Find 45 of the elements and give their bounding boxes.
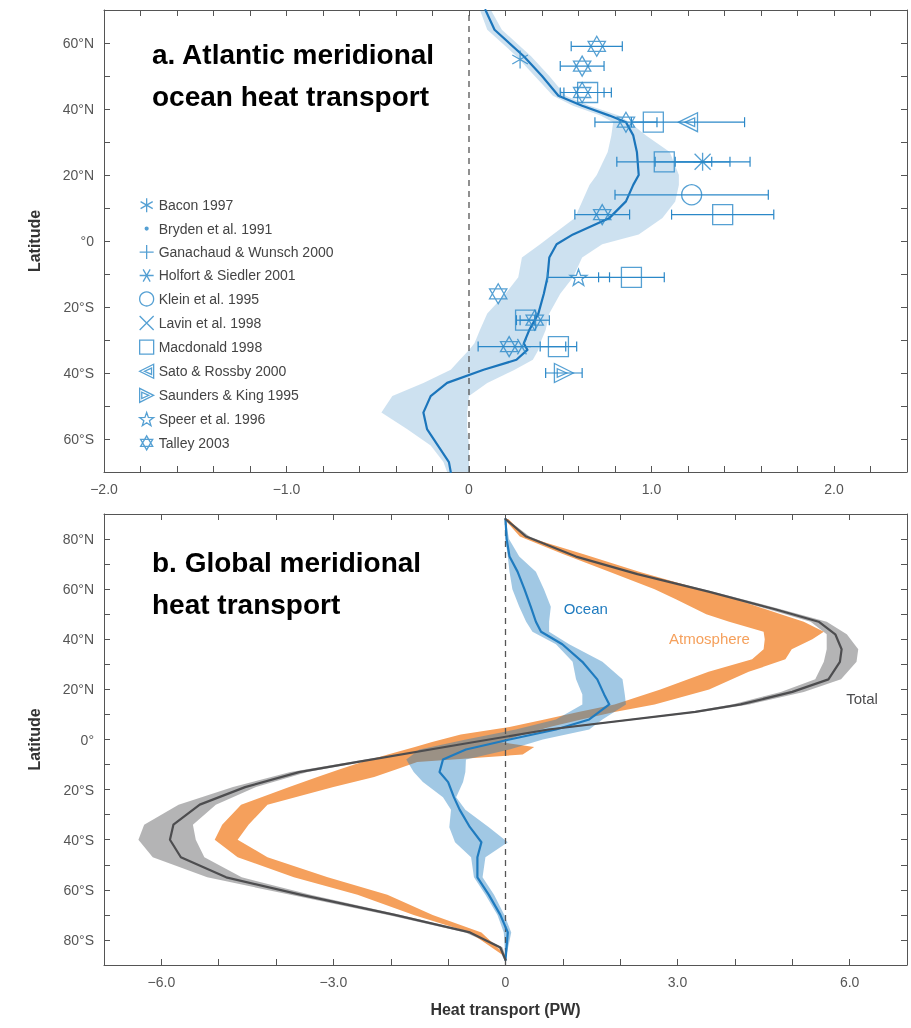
series-label: Ocean (563, 600, 608, 618)
y-tick-label: 60°N (62, 581, 94, 598)
legend-label: Klein et al. 1995 (158, 290, 260, 307)
x-tick-label: 3.0 (667, 974, 688, 990)
text: a. Atlantic meridional ocean heat transport (152, 38, 442, 112)
legend-label: Lavin et al. 1998 (158, 315, 262, 332)
x-tick-label: −2.0 (90, 481, 119, 497)
legend-label: Atmosphere (669, 629, 750, 647)
legend-label: Sato & Rossby 2000 (158, 363, 287, 380)
legend-label: Speer et al. 1996 (158, 411, 266, 428)
legend-label: Bacon 1997 (158, 197, 234, 214)
legend-label: Talley 2003 (158, 434, 230, 451)
y-tick-label: 20°N (62, 167, 94, 183)
legend-label: Total (846, 689, 878, 707)
y-axis-title: Latitude (25, 708, 43, 771)
x-tick-label: 2.0 (824, 481, 844, 497)
x-tick-label: −3.0 (319, 974, 348, 990)
text: b. Global meridional heat transport (152, 546, 429, 620)
y-tick-label: 60°S (63, 431, 94, 447)
x-tick-label: 6.0 (839, 974, 860, 990)
y-tick-label: 0° (80, 731, 94, 748)
x-tick-label: 0 (465, 481, 474, 497)
y-tick-label: 40°S (63, 365, 94, 381)
y-tick-label: 40°S (63, 831, 94, 848)
y-tick-label: 20°S (63, 299, 94, 315)
y-tick-label: 80°N (62, 531, 94, 548)
y-tick-label: 20°N (62, 681, 94, 698)
legend-label: Macdonald 1998 (158, 339, 263, 356)
x-tick-label: −6.0 (147, 974, 176, 990)
y-tick-label: 80°S (63, 931, 94, 948)
x-tick-label: 1.0 (641, 481, 662, 497)
y-tick-label: 60°S (63, 881, 94, 898)
y-axis-title: Latitude (25, 209, 43, 273)
y-tick-label: 40°N (62, 631, 94, 648)
y-tick-label: °0 (80, 233, 95, 249)
y-tick-label: 60°N (62, 35, 94, 51)
x-tick-label: 0 (501, 974, 510, 990)
y-tick-label: 40°N (62, 101, 94, 117)
legend-label: Holfort & Siedler 2001 (158, 267, 296, 284)
legend-label: Saunders & King 1995 (158, 387, 299, 404)
legend-label: Bryden et al. 1991 (158, 220, 273, 237)
x-tick-label: −1.0 (272, 481, 301, 497)
legend-label: Ganachaud & Wunsch 2000 (158, 244, 334, 261)
y-tick-label: 20°S (63, 781, 94, 798)
x-axis-title: Heat transport (PW) (430, 1000, 581, 1018)
